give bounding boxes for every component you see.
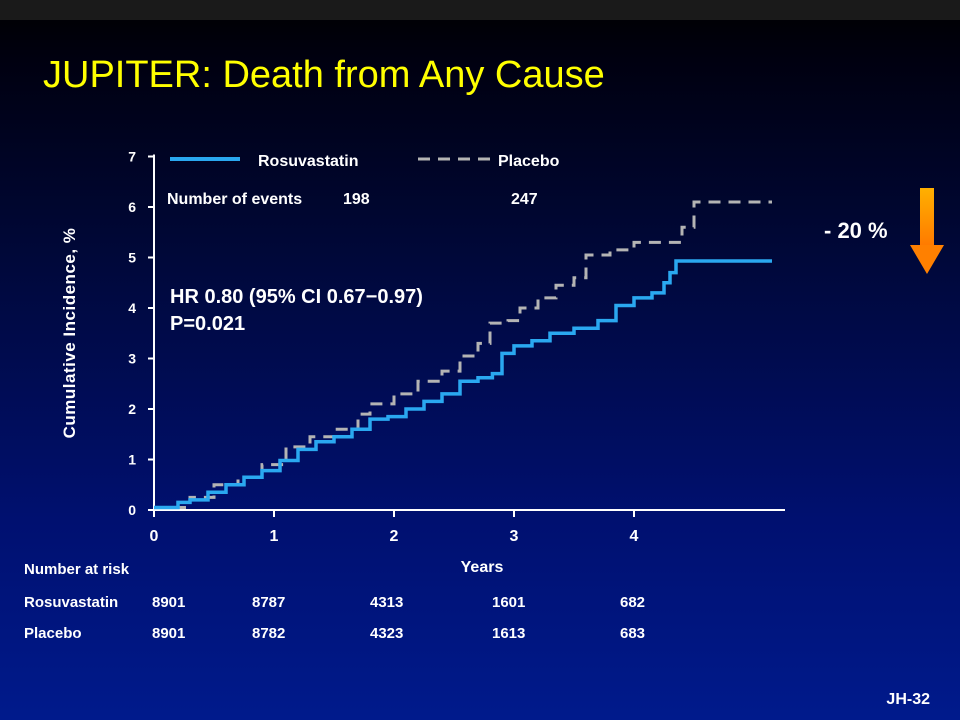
arrow-shaft xyxy=(920,188,934,246)
events-label: Number of events xyxy=(167,191,302,208)
placebo-series-line xyxy=(154,200,772,509)
y-tick-label: 6 xyxy=(128,199,136,215)
y-tick-label: 1 xyxy=(128,452,136,468)
chart-legend: Rosuvastatin Placebo Number of events 198 24… xyxy=(167,153,560,208)
x-tick-label: 2 xyxy=(390,528,399,545)
slide-title: JUPITER: Death from Any Cause xyxy=(43,54,605,96)
y-tick-label: 0 xyxy=(128,502,136,518)
slide-id: JH-32 xyxy=(886,691,930,708)
rosuvastatin-series-line xyxy=(154,259,772,510)
top-bar xyxy=(0,0,960,20)
hazard-ratio-annotation: HR 0.80 (95% CI 0.67−0.97) P=0.021 xyxy=(170,284,423,338)
y-tick-label: 5 xyxy=(128,250,136,266)
x-tick-label: 0 xyxy=(150,528,159,545)
hazard-ratio-text: HR 0.80 (95% CI 0.67−0.97) xyxy=(170,286,423,308)
down-arrow-icon xyxy=(910,188,944,274)
x-tick-label: 4 xyxy=(630,528,639,545)
y-tick-label: 7 xyxy=(128,149,136,165)
y-tick-label: 2 xyxy=(128,401,136,417)
events-placebo: 247 xyxy=(511,191,538,208)
reduction-label: - 20 % xyxy=(824,218,888,243)
x-tick-label: 1 xyxy=(270,528,279,545)
chart-series xyxy=(154,200,772,510)
y-tick-label: 4 xyxy=(128,300,136,316)
x-tick-label: 3 xyxy=(510,528,519,545)
p-value-text: P=0.021 xyxy=(170,313,246,335)
chart-axes: 0 1 2 3 4 5 6 7 0 1 2 3 4 Years Cumulative Incidence, … xyxy=(60,149,785,576)
y-tick-label: 3 xyxy=(128,351,136,367)
x-axis-label: Years xyxy=(461,559,504,576)
arrow-head xyxy=(910,245,944,274)
legend-rosuvastatin-label: Rosuvastatin xyxy=(258,153,358,170)
y-axis-label: Cumulative Incidence, % xyxy=(60,228,79,439)
legend-placebo-label: Placebo xyxy=(498,153,560,170)
events-rosuvastatin: 198 xyxy=(343,191,370,208)
